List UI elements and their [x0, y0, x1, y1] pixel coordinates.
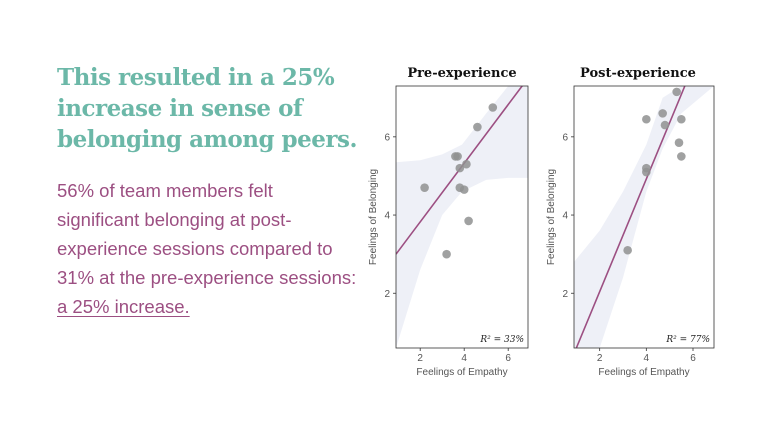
y-tick-label: 2 [562, 289, 568, 300]
y-tick-label: 4 [384, 211, 390, 222]
x-axis-title: Feelings of Empathy [598, 367, 689, 378]
y-tick-label: 6 [562, 132, 568, 143]
y-axis-title: Feelings of Belonging [546, 169, 557, 265]
y-tick-label: 6 [384, 132, 390, 143]
data-point [459, 185, 469, 194]
data-point [677, 152, 686, 161]
x-tick-label: 4 [461, 353, 467, 364]
x-tick-label: 6 [690, 353, 696, 364]
data-point [488, 103, 498, 112]
y-tick-label: 2 [384, 289, 390, 300]
data-point [660, 120, 670, 130]
data-point [642, 114, 651, 124]
body-text: 56% of team members felt significant bel… [57, 176, 357, 321]
data-point [674, 138, 684, 148]
data-point [642, 167, 651, 177]
data-point [672, 87, 681, 97]
highlight-link[interactable]: a 25% increase. [57, 296, 190, 317]
data-point [462, 159, 471, 169]
r-squared-label: R² = 77% [665, 335, 710, 345]
y-axis-title: Feelings of Belonging [368, 169, 379, 265]
x-tick-label: 2 [597, 353, 603, 364]
data-point [623, 245, 632, 255]
chart-title: Post-experience [580, 66, 696, 81]
confidence-band [396, 86, 528, 348]
data-point [677, 114, 686, 124]
data-point [455, 163, 465, 173]
r-squared-label: R² = 33% [479, 335, 524, 345]
data-point [420, 183, 429, 192]
headline: This resulted in a 25% increase in sense… [57, 64, 357, 153]
chart-panel-1: Pre-experience 2 4 6 2 4 6 Feelings of Empathy F… [368, 66, 529, 378]
plot-frame [395, 85, 529, 349]
data-point [442, 249, 451, 259]
data-point [453, 152, 462, 161]
data-point [658, 109, 667, 118]
confidence-band [574, 86, 714, 348]
chart-title: Pre-experience [407, 66, 516, 81]
x-tick-label: 6 [505, 353, 511, 364]
plot-frame [573, 85, 715, 349]
x-tick-label: 2 [417, 353, 423, 364]
x-tick-label: 4 [644, 353, 650, 364]
data-point [473, 122, 482, 132]
body-sentence: 56% of team members felt significant bel… [57, 180, 357, 288]
y-tick-label: 4 [562, 211, 568, 222]
data-point [464, 216, 473, 226]
regression-line [575, 86, 686, 348]
x-axis-title: Feelings of Empathy [416, 367, 507, 378]
